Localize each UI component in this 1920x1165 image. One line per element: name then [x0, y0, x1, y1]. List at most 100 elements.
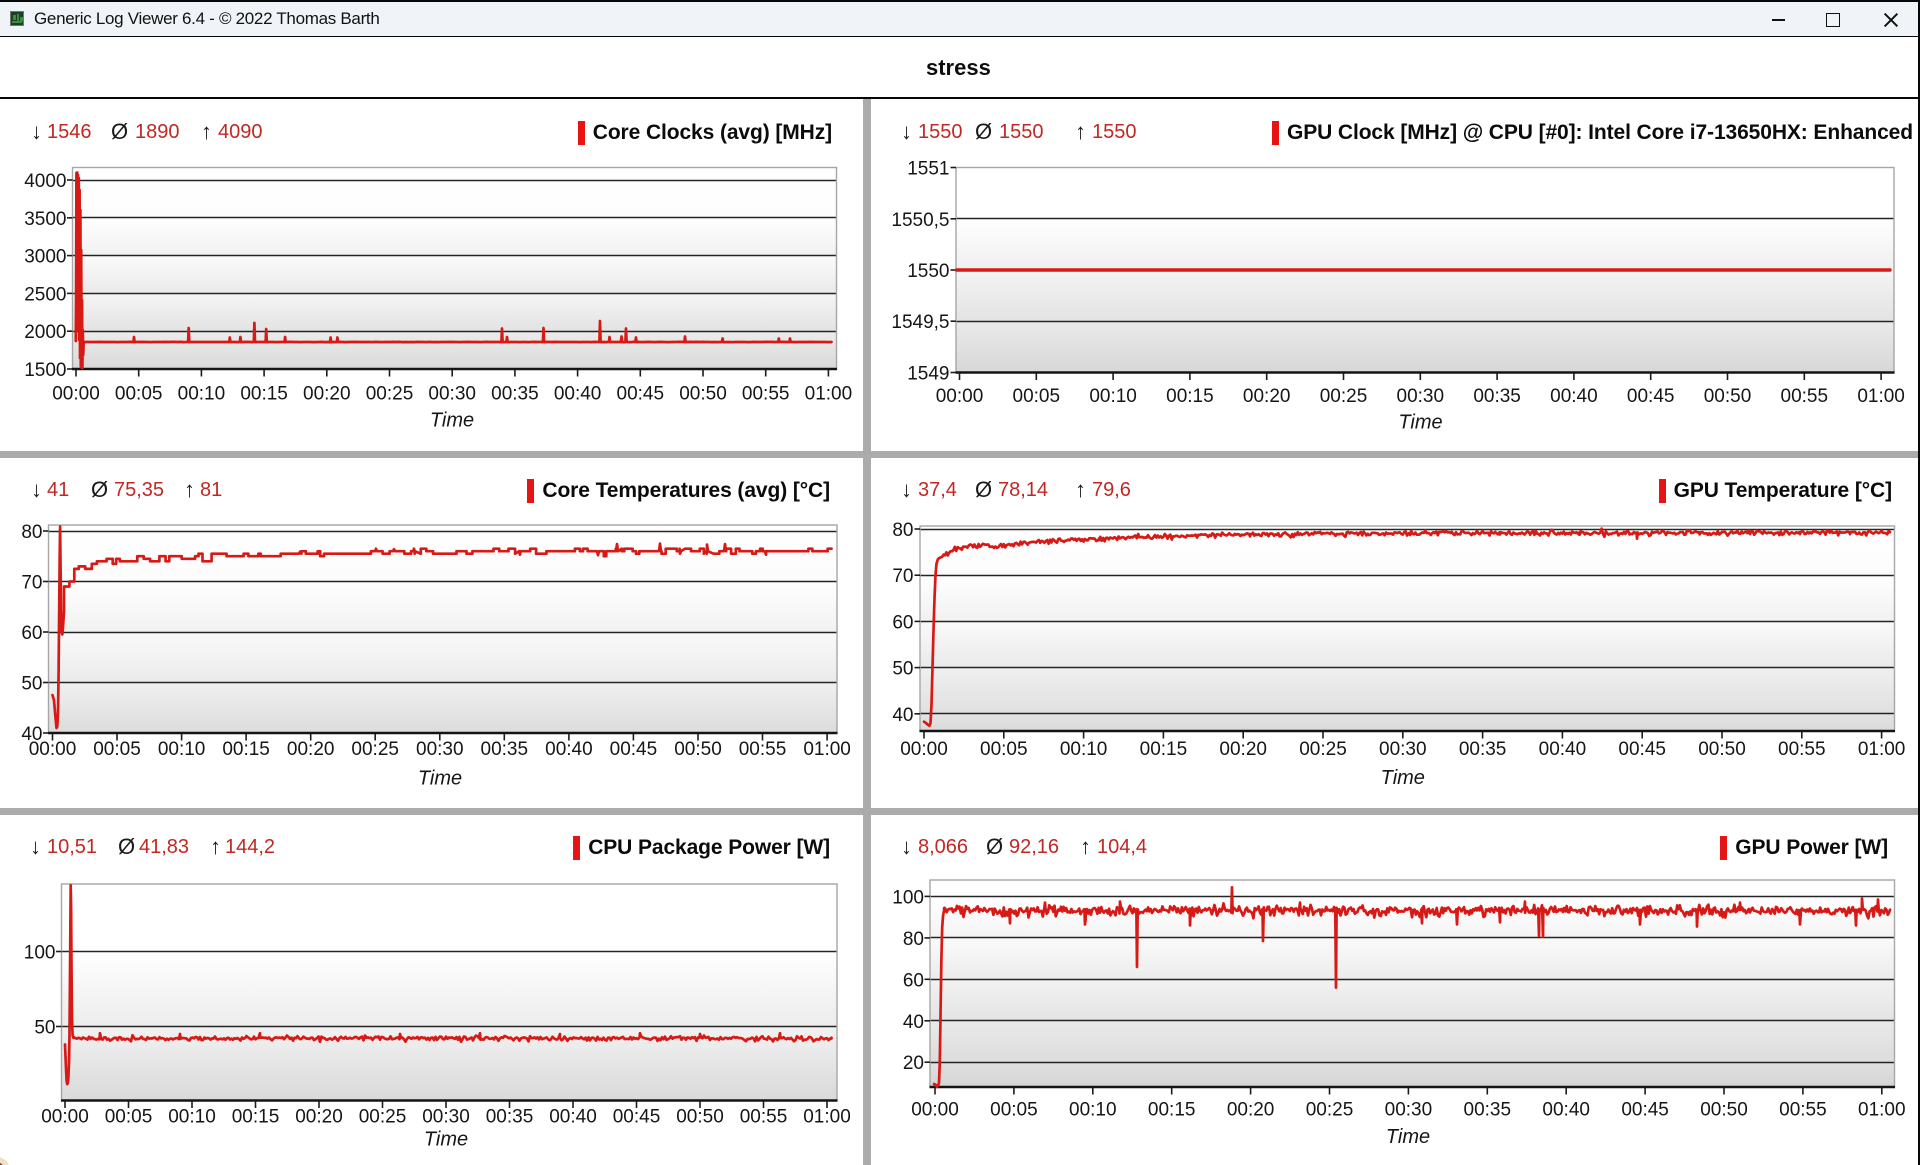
svg-text:2000: 2000	[24, 322, 66, 343]
svg-text:00:55: 00:55	[1779, 1100, 1827, 1121]
svg-text:00:05: 00:05	[93, 739, 141, 760]
svg-text:00:55: 00:55	[740, 1107, 788, 1128]
svg-text:1500: 1500	[24, 360, 66, 381]
svg-text:00:55: 00:55	[1781, 386, 1829, 407]
svg-text:3500: 3500	[24, 209, 66, 230]
svg-text:00:20: 00:20	[295, 1107, 343, 1128]
svg-text:01:00: 01:00	[1858, 1100, 1906, 1121]
svg-text:01:00: 01:00	[803, 739, 851, 760]
svg-text:00:35: 00:35	[491, 384, 539, 405]
svg-text:00:40: 00:40	[549, 1107, 597, 1128]
svg-text:00:10: 00:10	[178, 384, 226, 405]
svg-text:00:45: 00:45	[617, 384, 665, 405]
svg-text:00:15: 00:15	[240, 384, 288, 405]
svg-text:Time: Time	[1381, 767, 1425, 789]
svg-text:00:30: 00:30	[428, 384, 476, 405]
svg-text:00:20: 00:20	[287, 739, 335, 760]
svg-text:00:30: 00:30	[416, 739, 464, 760]
svg-text:00:00: 00:00	[900, 739, 948, 760]
svg-text:00:30: 00:30	[1385, 1100, 1433, 1121]
svg-text:Time: Time	[424, 1129, 468, 1151]
svg-text:40: 40	[892, 705, 913, 726]
svg-text:50: 50	[892, 659, 913, 680]
svg-text:00:45: 00:45	[1618, 739, 1666, 760]
svg-text:00:55: 00:55	[742, 384, 790, 405]
svg-text:00:15: 00:15	[1148, 1100, 1196, 1121]
svg-text:00:35: 00:35	[481, 739, 529, 760]
svg-text:00:05: 00:05	[115, 384, 163, 405]
svg-text:00:35: 00:35	[1464, 1100, 1512, 1121]
svg-text:00:05: 00:05	[990, 1100, 1038, 1121]
svg-text:70: 70	[21, 573, 42, 594]
svg-text:4000: 4000	[24, 171, 66, 192]
svg-text:00:55: 00:55	[1778, 739, 1826, 760]
svg-text:00:50: 00:50	[1698, 739, 1746, 760]
svg-text:80: 80	[21, 522, 42, 543]
svg-text:00:50: 00:50	[1704, 386, 1752, 407]
svg-text:00:25: 00:25	[1320, 386, 1368, 407]
svg-text:00:15: 00:15	[1166, 386, 1214, 407]
svg-text:40: 40	[21, 724, 42, 745]
svg-text:00:25: 00:25	[1306, 1100, 1354, 1121]
svg-text:70: 70	[892, 566, 913, 587]
svg-text:00:15: 00:15	[1140, 739, 1188, 760]
svg-text:Time: Time	[1398, 412, 1442, 434]
svg-text:00:05: 00:05	[980, 739, 1028, 760]
svg-text:00:20: 00:20	[303, 384, 351, 405]
svg-text:00:00: 00:00	[52, 384, 100, 405]
svg-text:100: 100	[24, 943, 56, 964]
svg-text:01:00: 01:00	[803, 1107, 851, 1128]
svg-text:3000: 3000	[24, 247, 66, 268]
svg-text:00:10: 00:10	[1069, 1100, 1117, 1121]
svg-text:60: 60	[903, 970, 924, 991]
svg-text:00:50: 00:50	[676, 1107, 724, 1128]
svg-text:01:00: 01:00	[805, 384, 853, 405]
svg-text:00:15: 00:15	[232, 1107, 280, 1128]
svg-text:00:40: 00:40	[554, 384, 602, 405]
svg-text:80: 80	[903, 929, 924, 950]
svg-text:100: 100	[892, 887, 924, 908]
svg-text:00:10: 00:10	[168, 1107, 216, 1128]
svg-text:00:40: 00:40	[545, 739, 593, 760]
svg-text:60: 60	[21, 623, 42, 644]
svg-text:00:40: 00:40	[1550, 386, 1598, 407]
svg-text:00:10: 00:10	[1060, 739, 1108, 760]
svg-text:00:10: 00:10	[1089, 386, 1137, 407]
svg-text:00:30: 00:30	[1397, 386, 1445, 407]
svg-text:00:25: 00:25	[366, 384, 414, 405]
svg-text:00:00: 00:00	[911, 1100, 959, 1121]
svg-text:00:20: 00:20	[1227, 1100, 1275, 1121]
svg-text:00:20: 00:20	[1243, 386, 1291, 407]
svg-text:00:45: 00:45	[1627, 386, 1675, 407]
svg-text:01:00: 01:00	[1857, 386, 1905, 407]
svg-text:00:00: 00:00	[29, 739, 77, 760]
svg-text:00:45: 00:45	[613, 1107, 661, 1128]
svg-text:50: 50	[34, 1018, 55, 1039]
svg-text:20: 20	[903, 1053, 924, 1074]
svg-text:00:55: 00:55	[739, 739, 787, 760]
svg-text:00:35: 00:35	[1473, 386, 1521, 407]
svg-text:Time: Time	[418, 768, 462, 790]
svg-text:1551: 1551	[907, 159, 949, 180]
svg-text:00:40: 00:40	[1539, 739, 1587, 760]
svg-text:00:45: 00:45	[610, 739, 658, 760]
svg-text:60: 60	[892, 612, 913, 633]
svg-text:Time: Time	[430, 410, 474, 432]
svg-text:00:05: 00:05	[105, 1107, 153, 1128]
svg-text:00:30: 00:30	[422, 1107, 470, 1128]
svg-text:00:35: 00:35	[1459, 739, 1507, 760]
svg-text:00:15: 00:15	[222, 739, 270, 760]
svg-text:00:25: 00:25	[1299, 739, 1347, 760]
svg-text:00:25: 00:25	[359, 1107, 407, 1128]
svg-text:1550: 1550	[907, 261, 949, 282]
svg-text:00:50: 00:50	[1700, 1100, 1748, 1121]
svg-text:1549,5: 1549,5	[891, 312, 949, 333]
svg-text:80: 80	[892, 520, 913, 541]
svg-text:40: 40	[903, 1012, 924, 1033]
svg-text:00:45: 00:45	[1621, 1100, 1669, 1121]
svg-text:00:50: 00:50	[679, 384, 727, 405]
svg-text:1549: 1549	[907, 364, 949, 385]
svg-text:00:00: 00:00	[936, 386, 984, 407]
svg-text:00:35: 00:35	[486, 1107, 534, 1128]
svg-text:Time: Time	[1386, 1126, 1430, 1148]
